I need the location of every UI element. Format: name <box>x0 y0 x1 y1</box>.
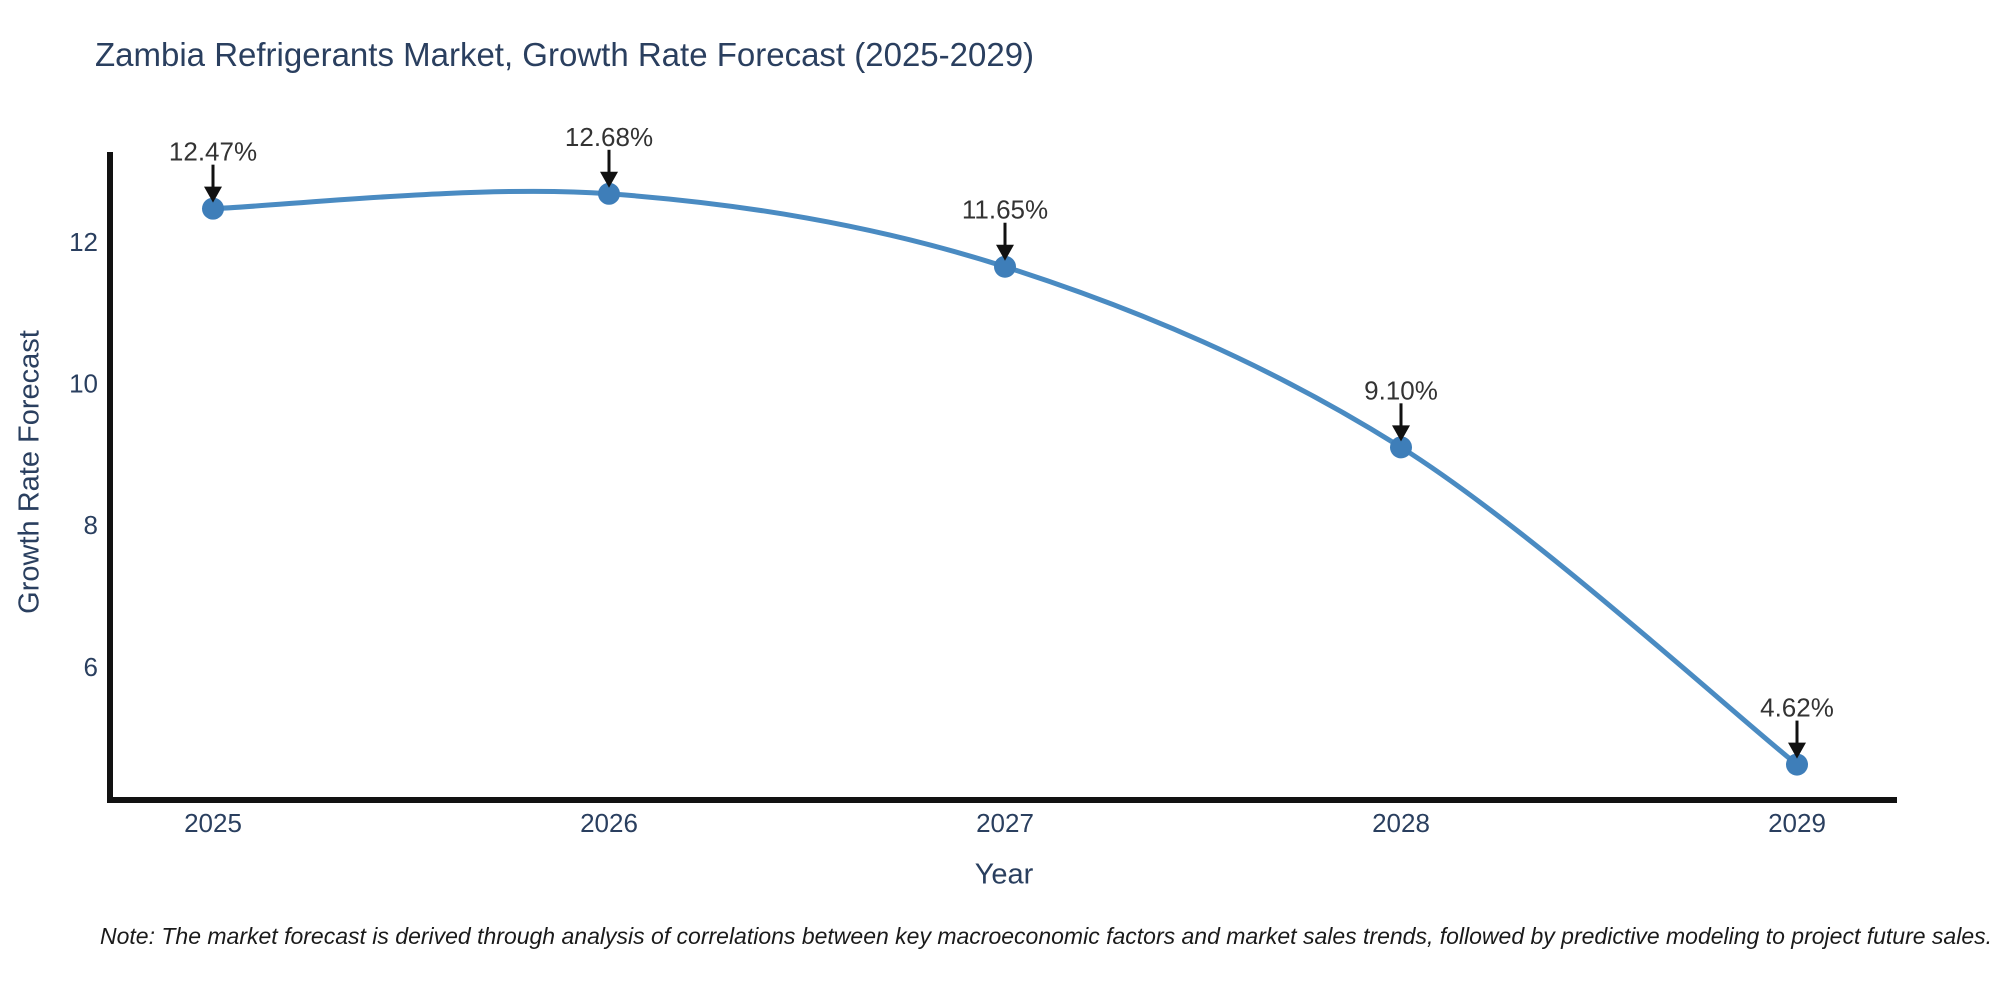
y-tick-label: 10 <box>69 369 98 399</box>
data-point-marker <box>994 255 1016 278</box>
annotation-arrowhead <box>996 244 1014 261</box>
y-axis-line <box>107 152 113 803</box>
y-tick-label: 8 <box>84 510 98 540</box>
x-axis-title: Year <box>974 858 1034 891</box>
footnote: Note: The market forecast is derived thr… <box>100 923 1993 949</box>
point-value-label: 4.62% <box>1760 693 1834 723</box>
y-axis-title: Growth Rate Forecast <box>13 330 46 614</box>
y-tick-label: 12 <box>69 227 98 257</box>
data-point-marker <box>202 197 224 220</box>
annotation-arrowhead <box>600 171 618 188</box>
x-tick-label: 2029 <box>1768 808 1826 838</box>
x-tick-label: 2025 <box>184 808 242 838</box>
y-tick-label: 6 <box>84 652 98 682</box>
data-point-marker <box>1786 753 1808 776</box>
x-tick-label: 2026 <box>580 808 638 838</box>
annotation-arrowhead <box>1788 742 1806 759</box>
annotation-arrowhead <box>204 186 222 203</box>
point-value-label: 9.10% <box>1364 375 1438 405</box>
point-value-label: 11.65% <box>962 195 1048 225</box>
chart-title: Zambia Refrigerants Market, Growth Rate … <box>95 36 1035 73</box>
data-point-marker <box>1390 436 1412 459</box>
annotation-arrowhead <box>1392 425 1410 442</box>
data-point-marker <box>598 182 620 205</box>
x-axis-line <box>107 797 1897 803</box>
x-tick-label: 2028 <box>1372 808 1430 838</box>
point-value-label: 12.68% <box>565 122 653 152</box>
x-tick-label: 2027 <box>976 808 1034 838</box>
point-value-label: 12.47% <box>169 137 257 167</box>
